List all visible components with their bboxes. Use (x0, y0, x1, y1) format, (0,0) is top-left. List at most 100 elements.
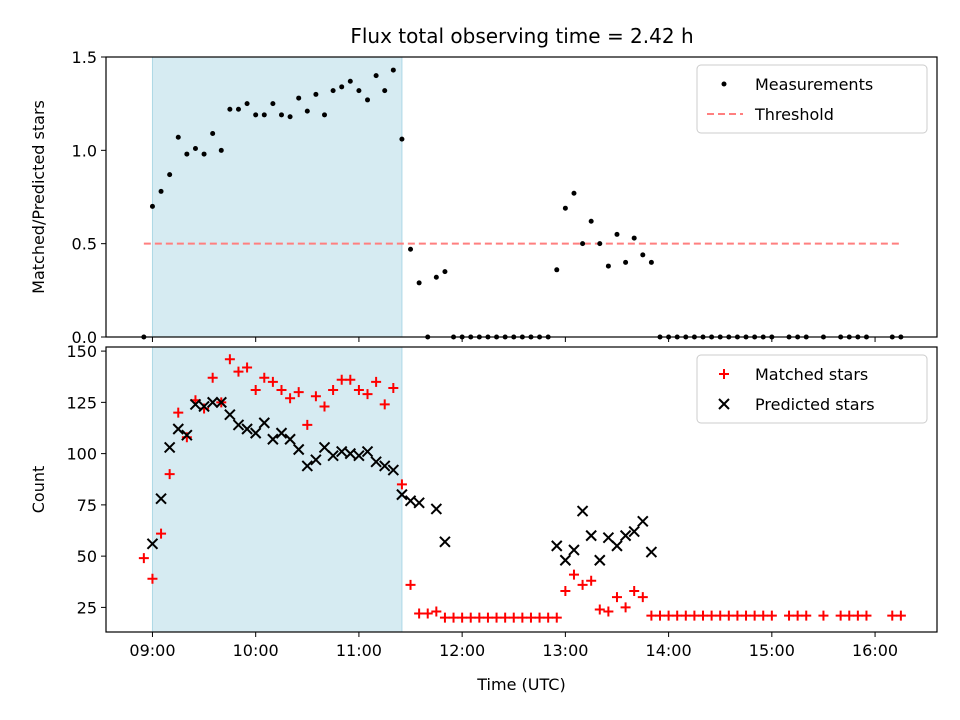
measurement-point (322, 112, 328, 118)
matched-star-point (491, 612, 502, 623)
measurement-point (365, 97, 371, 103)
matched-star-point (603, 606, 614, 617)
predicted-star-point (172, 423, 184, 435)
matched-star-point (887, 610, 898, 621)
predicted-star-point (292, 443, 305, 456)
matched-star-point (723, 610, 734, 621)
matched-star-point (784, 610, 795, 621)
matched-star-point (371, 376, 382, 387)
measurement-point (571, 190, 577, 196)
matched-star-point (267, 376, 278, 387)
predicted-star-point (301, 460, 314, 472)
matched-star-point (224, 354, 235, 365)
predicted-star-point (249, 427, 262, 439)
bottom-panel: 25 50 75 100 125 150 09:00 10:00 11:00 12:00 13:00… (29, 342, 938, 694)
x-tick-label: 14:00 (646, 641, 692, 660)
measurement-point (382, 88, 388, 94)
predicted-star-point (241, 423, 253, 435)
axes-frame (105, 56, 938, 338)
x-tick-label: 15:00 (749, 641, 795, 660)
matched-star-point (336, 374, 347, 385)
measurement-point (287, 114, 293, 120)
predicted-star-point (628, 525, 640, 538)
legend-box (696, 64, 928, 134)
measurement-point (640, 252, 646, 258)
measurement-point (158, 188, 164, 194)
matched-star-point (852, 610, 863, 621)
predicted-star-point (585, 529, 597, 542)
measurement-point (244, 101, 250, 107)
x-tick-label: 12:00 (439, 641, 485, 660)
matched-star-point (568, 569, 579, 580)
predicted-star-point (198, 400, 210, 413)
matched-star-point (431, 606, 442, 617)
predicted-star-point (232, 419, 245, 431)
measurement-point (433, 274, 439, 280)
matched-star-point (207, 372, 218, 383)
matched-star-point (758, 610, 769, 621)
measurement-point (597, 241, 603, 247)
measurement-point (296, 95, 302, 101)
top-panel: 0.0 0.5 1.0 1.5 Matched/Predicted stars Measu… (29, 48, 938, 347)
measurement-point (201, 151, 207, 157)
matched-star-point (801, 610, 812, 621)
matched-star-point (680, 610, 691, 621)
matched-star-point (345, 374, 356, 385)
measurement-point (588, 218, 594, 224)
predicted-star-point (336, 445, 348, 458)
x-tick-label: 09:00 (129, 641, 175, 660)
matched-star-point (655, 610, 665, 621)
matched-star-point (362, 389, 373, 400)
measurement-point (442, 269, 448, 275)
matched-star-point (715, 610, 726, 621)
matched-star-point (465, 612, 476, 623)
predicted-star-point (559, 554, 572, 566)
matched-star-point (844, 610, 855, 621)
matched-star-point (242, 362, 253, 373)
matched-star-point (439, 612, 450, 623)
matched-star-point (749, 610, 760, 621)
legend: Matched stars Predicted stars (696, 354, 928, 424)
legend-label: Predicted stars (755, 395, 875, 414)
predicted-star-point (430, 503, 443, 515)
matched-star-point (741, 610, 752, 621)
y-tick-label: 50 (77, 547, 97, 566)
axes-frame (105, 346, 938, 633)
matched-star-point (637, 592, 648, 603)
matched-star-point (250, 385, 261, 396)
matched-star-point (861, 610, 872, 621)
predicted-star-point (551, 540, 563, 552)
predicted-star-point (181, 429, 193, 441)
matched-star-point (164, 469, 175, 480)
matched-star-point (310, 391, 321, 402)
legend-label: Measurements (755, 75, 873, 94)
predicted-star-point (163, 441, 176, 454)
x-tick-label: 10:00 (233, 641, 279, 660)
measurement-point (605, 263, 611, 269)
matched-star-point (448, 612, 459, 623)
legend-matched-swatch (719, 369, 729, 379)
legend-label: Matched stars (755, 365, 868, 384)
predicted-star-point (619, 529, 632, 542)
predicted-star-point (189, 398, 202, 411)
predicted-star-point (146, 538, 159, 550)
predicted-star-point (258, 417, 270, 429)
predicted-star-point (568, 544, 580, 556)
y-tick-label: 100 (66, 445, 97, 464)
predicted-star-point (155, 493, 167, 505)
measurement-point (261, 112, 267, 118)
measurement-point (304, 108, 310, 114)
matched-star-point (792, 610, 803, 621)
matched-star-point (173, 407, 184, 418)
chart-title: Flux total observing time = 2.42 h (350, 24, 693, 48)
measurement-point (399, 136, 405, 142)
matched-star-point (379, 399, 390, 410)
matched-star-point (698, 610, 709, 621)
matched-star-point (620, 602, 631, 613)
measurement-point (235, 106, 241, 112)
predicted-star-point (637, 515, 649, 527)
predicted-star-point (206, 396, 219, 409)
legend: Measurements Threshold (696, 64, 928, 134)
matched-star-point (285, 393, 296, 404)
y-tick-label: 1.0 (72, 141, 97, 160)
